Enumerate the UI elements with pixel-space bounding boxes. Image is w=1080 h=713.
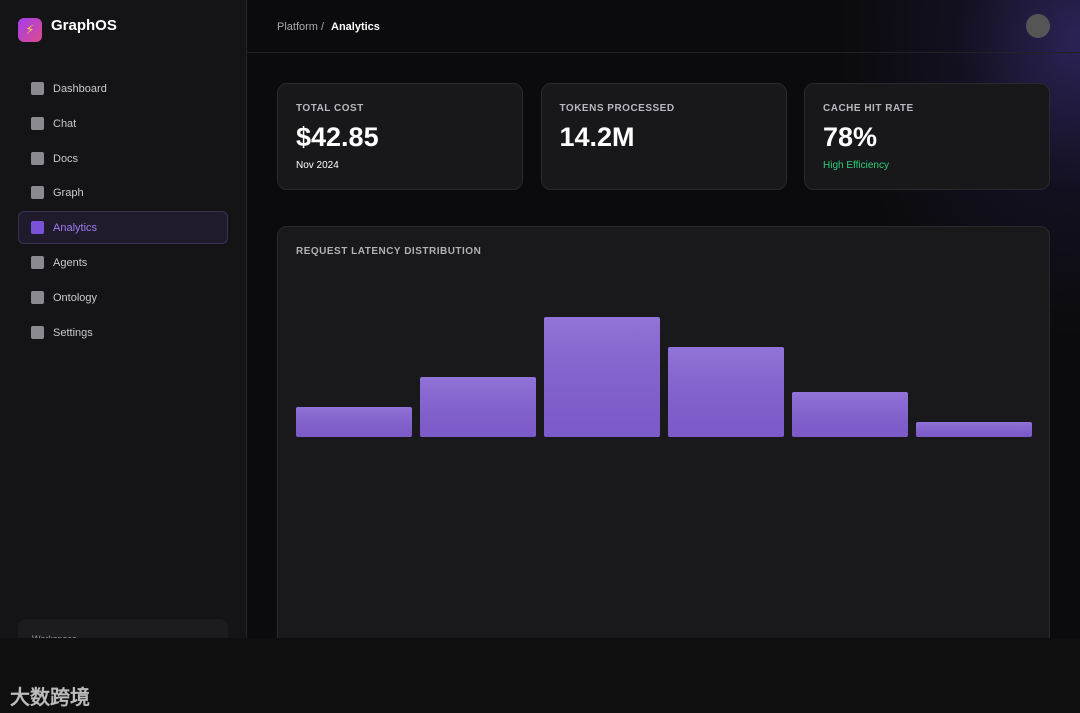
app-name: GraphOS — [51, 17, 117, 34]
metric-label: TOKENS PROCESSED — [559, 103, 675, 114]
avatar[interactable] — [1026, 14, 1050, 38]
nav-label: Ontology — [53, 291, 98, 304]
bar — [792, 392, 908, 437]
nav-icon — [31, 290, 44, 304]
nav-item[interactable]: Settings — [18, 316, 228, 349]
nav-icon — [31, 325, 44, 339]
nav-icon — [31, 186, 44, 200]
nav-item[interactable]: Chat — [18, 107, 228, 140]
breadcrumb-parent[interactable]: Platform / — [277, 21, 325, 33]
nav-label: Graph — [53, 187, 84, 200]
metric-note: High Efficiency — [823, 160, 889, 171]
metric-note: Nov 2024 — [296, 160, 339, 171]
nav-item[interactable]: Dashboard — [18, 72, 228, 105]
chart-panel: REQUEST LATENCY DISTRIBUTION — [277, 226, 1050, 666]
nav-icon — [31, 82, 44, 95]
topbar: Platform / Analytics — [247, 0, 1080, 53]
logo: ⚡ — [18, 18, 42, 42]
watermark: 大数跨境 — [10, 687, 90, 709]
bar — [420, 377, 536, 437]
bar — [296, 407, 412, 437]
nav-icon — [31, 256, 44, 269]
nav-item[interactable]: Analytics — [18, 211, 228, 245]
metric-card: CACHE HIT RATE 78% High Efficiency — [804, 83, 1050, 190]
nav-label: Agents — [53, 257, 88, 269]
metric-value: 14.2M — [559, 122, 635, 152]
nav-label: Analytics — [53, 222, 98, 235]
nav-label: Settings — [53, 326, 93, 339]
nav-label: Docs — [53, 152, 79, 165]
bar — [916, 422, 1032, 437]
metric-label: TOTAL COST — [296, 103, 364, 114]
metric-value: $42.85 — [296, 122, 379, 152]
breadcrumb-current: Analytics — [331, 21, 380, 33]
nav-icon — [31, 221, 44, 235]
main: Platform / Analytics TOTAL COST $42.85 Nov… — [247, 0, 1080, 666]
metric-label: CACHE HIT RATE — [823, 103, 914, 114]
bar — [668, 347, 784, 437]
nav-item[interactable]: Agents — [18, 246, 228, 279]
nav-item[interactable]: Ontology — [18, 281, 228, 314]
nav-item[interactable]: Graph — [18, 176, 228, 209]
sidebar: ⚡ GraphOS Dashboard Chat Docs Graph Analytic… — [0, 0, 247, 659]
chart — [296, 317, 1032, 437]
bar — [544, 317, 660, 437]
metric-card: TOTAL COST $42.85 Nov 2024 — [277, 83, 523, 190]
nav-icon — [31, 151, 44, 165]
metric-card: TOKENS PROCESSED 14.2M — [540, 83, 787, 190]
nav-icon — [31, 116, 44, 130]
chart-title: REQUEST LATENCY DISTRIBUTION — [296, 246, 482, 257]
bottom-bar — [0, 638, 1080, 713]
nav-label: Chat — [53, 117, 77, 130]
nav-label: Dashboard — [53, 83, 107, 95]
metric-value: 78% — [823, 122, 878, 152]
nav-item[interactable]: Docs — [18, 142, 228, 175]
